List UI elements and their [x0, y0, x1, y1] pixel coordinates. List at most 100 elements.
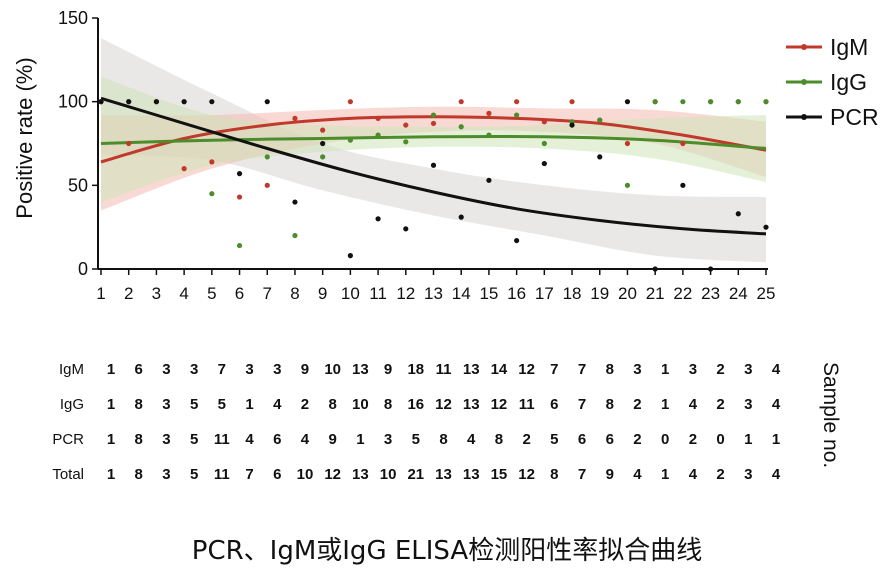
point-pcr — [541, 160, 547, 167]
point-igg — [236, 242, 243, 249]
table-cell: 2 — [689, 431, 697, 448]
table-cell: 13 — [463, 396, 480, 413]
table-row-label: PCR — [52, 431, 84, 448]
x-tick-label: 10 — [341, 284, 360, 303]
point-pcr — [597, 154, 603, 160]
table-cell: 0 — [661, 431, 669, 448]
table-cell: 4 — [301, 431, 310, 448]
point-igm — [126, 140, 132, 147]
table-cell: 5 — [190, 396, 198, 413]
table-cell: 4 — [772, 466, 781, 483]
point-igg — [707, 99, 714, 105]
table-cell: 9 — [328, 431, 336, 448]
axes — [92, 17, 768, 275]
table-cell: 4 — [689, 466, 698, 483]
point-igm — [236, 194, 243, 200]
x-tick-label: 17 — [535, 284, 554, 303]
point-igg — [541, 140, 547, 147]
table-cell: 16 — [407, 396, 424, 413]
table-cell: 9 — [606, 466, 614, 483]
table-cell: 2 — [633, 431, 641, 448]
point-igg — [403, 139, 409, 145]
table-cell: 12 — [518, 361, 535, 378]
point-igm — [209, 159, 215, 165]
point-igg — [320, 154, 326, 160]
x-tick-label: 24 — [729, 284, 748, 303]
table-cell: 4 — [633, 466, 642, 483]
point-pcr — [458, 214, 464, 220]
table-cell: 8 — [135, 466, 143, 483]
point-igm — [624, 140, 631, 147]
x-tick-label: 19 — [590, 284, 609, 303]
table-cell: 3 — [689, 361, 697, 378]
table-cell: 13 — [463, 466, 480, 483]
x-tick-labels: 1 2 3 4 5 6 7 8 9 10 11 12 13 14 15 16 17 18 19 20 21 22 23 24 2… — [96, 284, 775, 303]
point-pcr — [569, 122, 575, 128]
table-cell: 5 — [550, 431, 558, 448]
legend-marker-igm — [801, 44, 807, 50]
table-cell: 6 — [273, 466, 281, 483]
table-cell: 8 — [495, 431, 503, 448]
confidence-bands — [101, 38, 766, 263]
point-pcr — [347, 253, 353, 259]
point-igm — [264, 182, 270, 188]
table-cell: 11 — [214, 431, 230, 448]
table-cell: 6 — [273, 431, 281, 448]
x-tick-label: 3 — [152, 284, 161, 303]
point-igg — [680, 99, 686, 105]
point-igg — [486, 132, 492, 138]
table-cell: 10 — [352, 396, 369, 413]
point-igg — [624, 182, 631, 188]
table-cell: 3 — [162, 361, 170, 378]
table-cell: 11 — [519, 396, 535, 413]
point-igm — [430, 120, 437, 127]
table-cell: 9 — [384, 361, 392, 378]
table-cell: 1 — [661, 361, 669, 378]
table-cell: 2 — [716, 361, 724, 378]
figure-caption: PCR、IgM或IgG ELISA检测阳性率拟合曲线 — [191, 536, 703, 566]
table-cell: 0 — [716, 431, 724, 448]
table-cell: 3 — [633, 361, 641, 378]
x-tick-label: 13 — [424, 284, 443, 303]
x-tick-label: 22 — [673, 284, 692, 303]
x-tick-label: 2 — [124, 284, 133, 303]
point-igg — [652, 99, 658, 105]
x-tick-label: 25 — [757, 284, 776, 303]
point-pcr — [763, 224, 769, 230]
point-igm — [486, 110, 492, 116]
table-cell: 4 — [772, 396, 781, 413]
x-tick-label: 8 — [290, 284, 299, 303]
legend-label-pcr: PCR — [830, 104, 879, 130]
table-cell: 3 — [245, 361, 253, 378]
table-cell: 6 — [135, 361, 143, 378]
point-igg — [264, 154, 270, 160]
table-cell: 8 — [384, 396, 392, 413]
x-tick-label: 5 — [207, 284, 216, 303]
table-cell: 6 — [550, 396, 558, 413]
table-cell: 7 — [578, 466, 586, 483]
point-igg — [292, 232, 298, 239]
table-cell: 12 — [491, 396, 508, 413]
point-pcr — [236, 171, 243, 177]
table-cell: 13 — [435, 466, 452, 483]
table-cell: 9 — [301, 361, 309, 378]
data-points — [98, 99, 769, 272]
x-tick-label: 15 — [479, 284, 498, 303]
point-igg — [763, 99, 769, 105]
table-cell: 14 — [491, 361, 508, 378]
point-pcr — [403, 226, 409, 232]
table-cell: 1 — [107, 466, 115, 483]
point-pcr — [292, 199, 298, 205]
x-tick-label: 6 — [235, 284, 244, 303]
table-cell: 1 — [107, 431, 115, 448]
point-pcr — [375, 216, 381, 222]
x-tick-label: 4 — [179, 284, 188, 303]
point-pcr — [624, 99, 631, 105]
x-tick-label: 18 — [563, 284, 582, 303]
table-cell: 2 — [522, 431, 530, 448]
table-cell: 1 — [772, 431, 780, 448]
y-tick-labels: 0 50 100 150 — [58, 8, 88, 279]
point-pcr — [735, 211, 741, 217]
